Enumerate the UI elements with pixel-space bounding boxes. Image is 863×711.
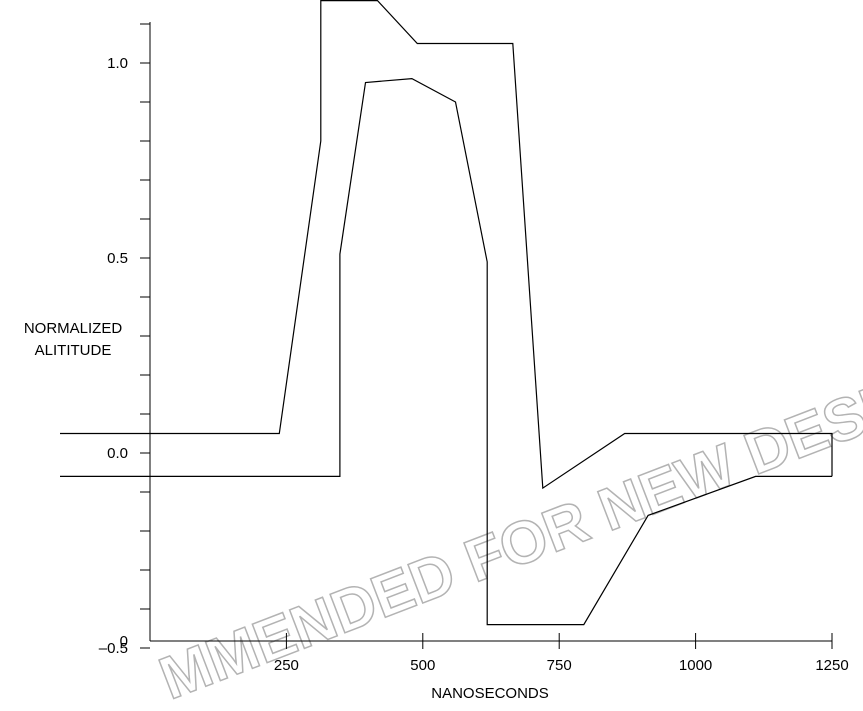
y-origin-label: 0	[120, 633, 128, 650]
x-tick-label-1000: 1000	[679, 657, 712, 674]
series-line-2	[60, 77, 832, 626]
y-axis-title-line-2: ALITITUDE	[35, 342, 112, 359]
watermark-text: MMENDED FOR NEW DESIG	[151, 358, 863, 711]
y-tick-label-1: 0.5	[107, 250, 128, 267]
x-tick-label-1250: 1250	[815, 657, 848, 674]
series-line-1	[60, 0, 833, 490]
x-axis-title: NANOSECONDS	[431, 685, 549, 702]
x-tick-label-500: 500	[410, 657, 435, 674]
x-tick-label-250: 250	[274, 657, 299, 674]
y-tick-label-2: 0.0	[107, 445, 128, 462]
y-tick-label-3: –0.5	[99, 640, 128, 657]
x-tick-label-750: 750	[547, 657, 572, 674]
y-axis-title-line-1: NORMALIZED	[24, 320, 123, 337]
y-tick-label-0: 1.0	[107, 55, 128, 72]
